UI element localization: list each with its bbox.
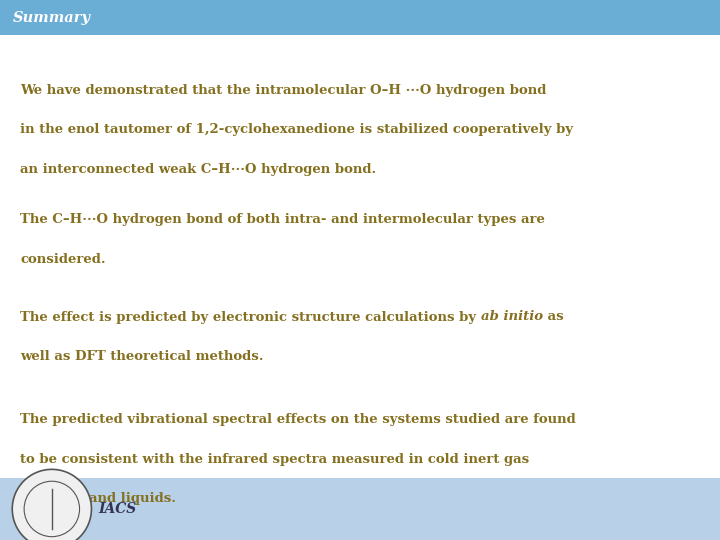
Text: The C–H···O hydrogen bond of both intra- and intermolecular types are: The C–H···O hydrogen bond of both intra-…: [20, 213, 545, 226]
Text: in the enol tautomer of 1,2-cyclohexanedione is stabilized cooperatively by: in the enol tautomer of 1,2-cyclohexaned…: [20, 123, 573, 136]
Text: We have demonstrated that the intramolecular O–H ···O hydrogen bond: We have demonstrated that the intramolec…: [20, 84, 546, 97]
Text: matrices and liquids.: matrices and liquids.: [20, 492, 176, 505]
Text: to be consistent with the infrared spectra measured in cold inert gas: to be consistent with the infrared spect…: [20, 453, 529, 465]
Text: ab initio: ab initio: [481, 310, 543, 323]
Text: well as DFT theoretical methods.: well as DFT theoretical methods.: [20, 350, 264, 363]
Text: considered.: considered.: [20, 253, 106, 266]
Ellipse shape: [12, 469, 91, 540]
Text: Summary: Summary: [13, 11, 91, 24]
Text: The predicted vibrational spectral effects on the systems studied are found: The predicted vibrational spectral effec…: [20, 413, 576, 426]
Text: as: as: [543, 310, 564, 323]
Bar: [0, 478, 720, 540]
Bar: [0, 0, 720, 35]
Text: an interconnected weak C–H···O hydrogen bond.: an interconnected weak C–H···O hydrogen …: [20, 163, 377, 176]
Text: The effect is predicted by electronic structure calculations by: The effect is predicted by electronic st…: [20, 310, 481, 323]
Text: IACS: IACS: [99, 502, 137, 516]
